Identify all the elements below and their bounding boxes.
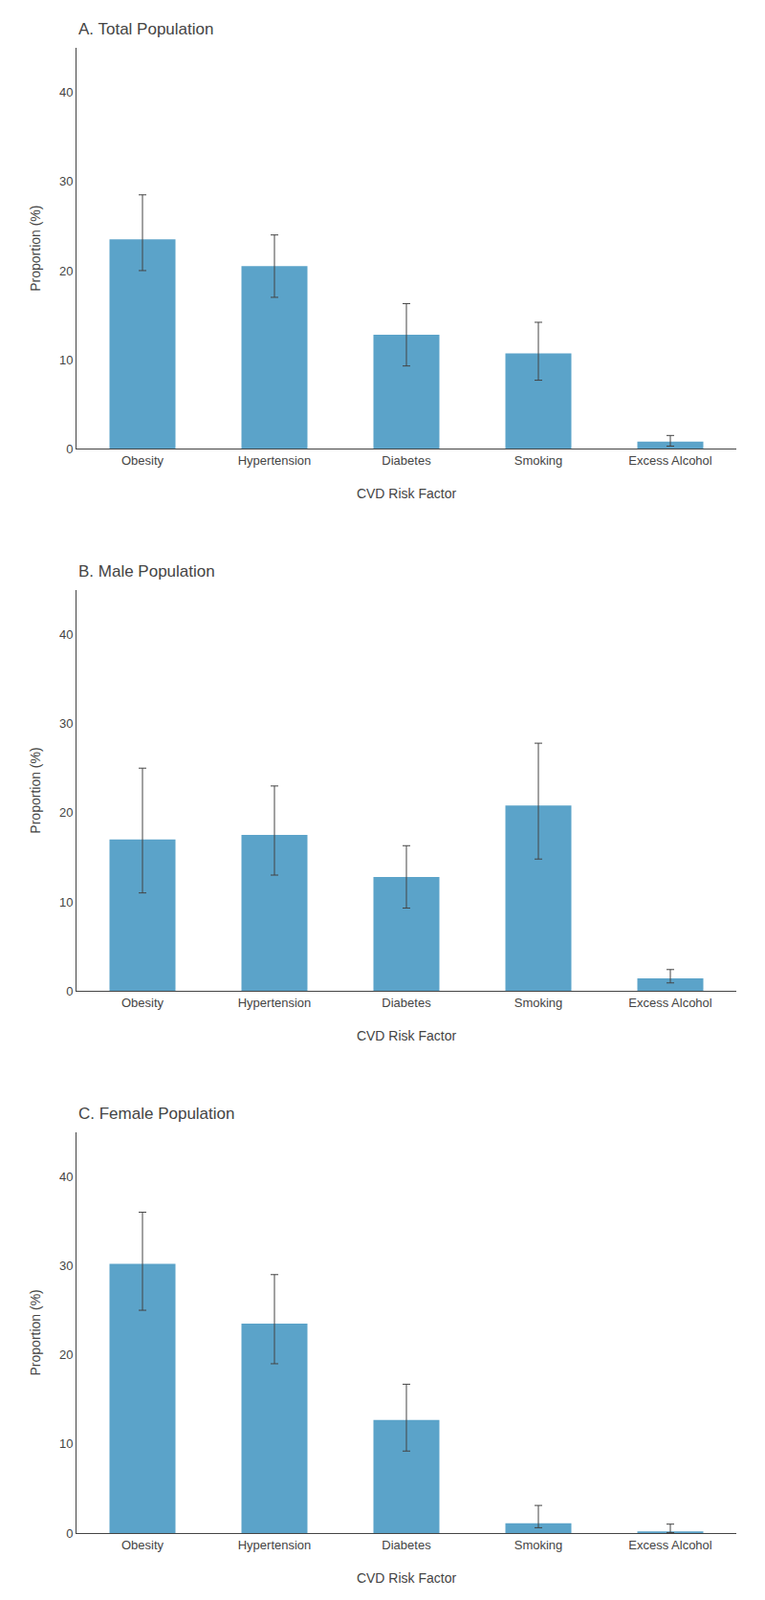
svg-text:30: 30	[59, 1258, 73, 1273]
svg-text:CVD Risk Factor: CVD Risk Factor	[356, 485, 458, 502]
svg-text:0: 0	[65, 983, 73, 999]
svg-text:20: 20	[59, 1347, 73, 1362]
svg-text:30: 30	[59, 716, 73, 731]
svg-text:40: 40	[59, 85, 73, 100]
svg-text:Excess Alcohol: Excess Alcohol	[628, 1537, 713, 1552]
svg-text:Proportion (%): Proportion (%)	[27, 205, 44, 292]
svg-text:40: 40	[59, 1169, 73, 1184]
svg-text:40: 40	[59, 627, 73, 642]
svg-text:10: 10	[59, 895, 73, 910]
svg-text:Smoking: Smoking	[514, 453, 564, 468]
svg-text:A. Total Population: A. Total Population	[78, 20, 214, 39]
svg-text:0: 0	[65, 1526, 73, 1541]
svg-text:Hypertension: Hypertension	[238, 995, 312, 1010]
svg-text:30: 30	[59, 174, 73, 189]
svg-text:10: 10	[59, 1436, 73, 1451]
svg-text:Smoking: Smoking	[514, 995, 564, 1010]
svg-text:B. Male Population: B. Male Population	[78, 562, 216, 581]
svg-text:C. Female Population: C. Female Population	[78, 1104, 235, 1123]
svg-text:CVD Risk Factor: CVD Risk Factor	[356, 1027, 458, 1044]
svg-text:Excess Alcohol: Excess Alcohol	[628, 453, 713, 468]
svg-text:10: 10	[59, 352, 73, 368]
svg-text:Diabetes: Diabetes	[381, 453, 432, 468]
svg-text:Obesity: Obesity	[121, 995, 165, 1010]
svg-text:CVD Risk Factor: CVD Risk Factor	[356, 1570, 458, 1586]
svg-text:Hypertension: Hypertension	[238, 453, 312, 468]
svg-text:Proportion (%): Proportion (%)	[27, 746, 44, 833]
svg-text:Obesity: Obesity	[121, 453, 165, 468]
svg-text:0: 0	[65, 441, 73, 457]
svg-text:Excess Alcohol: Excess Alcohol	[628, 995, 713, 1010]
svg-text:20: 20	[59, 805, 73, 820]
svg-text:Proportion (%): Proportion (%)	[27, 1289, 44, 1376]
svg-text:20: 20	[59, 263, 73, 279]
svg-text:Obesity: Obesity	[121, 1537, 165, 1552]
svg-text:Diabetes: Diabetes	[381, 995, 432, 1010]
svg-text:Hypertension: Hypertension	[238, 1537, 312, 1552]
svg-text:Diabetes: Diabetes	[381, 1537, 432, 1552]
svg-text:Smoking: Smoking	[514, 1537, 564, 1552]
